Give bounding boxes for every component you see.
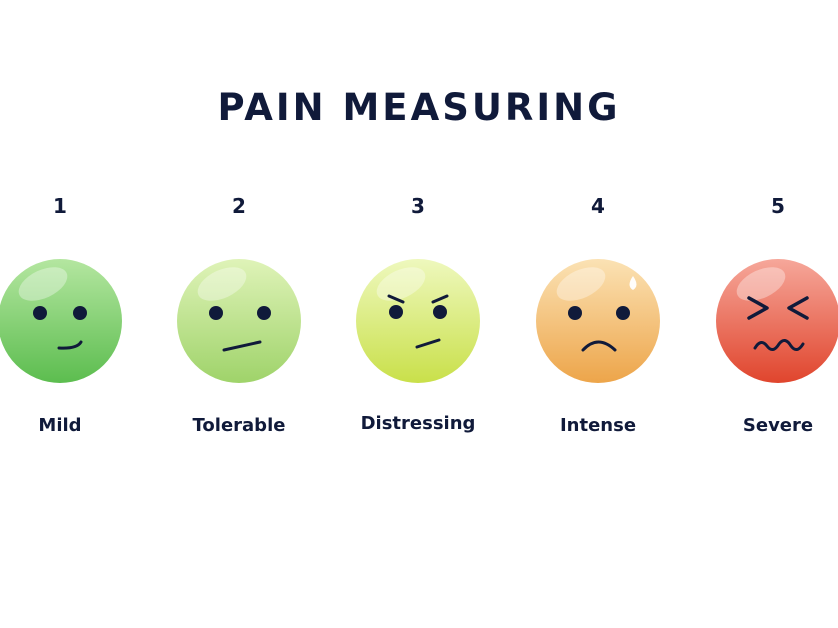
tolerable-face-icon [176, 258, 302, 384]
mild-face-icon [0, 258, 123, 384]
level-number: 3 [411, 194, 425, 218]
pain-level-mild: 1 Mild [0, 0, 130, 628]
severe-face-icon [715, 258, 838, 384]
pain-level-tolerable: 2 Tolerable [169, 0, 309, 628]
level-label: Distressing [360, 413, 476, 434]
pain-level-severe: 5 Severe [708, 0, 838, 628]
pain-level-intense: 4 Intense [528, 0, 668, 628]
page-title: PAIN MEASURING [217, 86, 621, 129]
pain-level-distressing: 3 Distressing [348, 0, 488, 628]
level-number: 2 [232, 194, 246, 218]
level-number: 1 [53, 194, 67, 218]
intense-face-icon [535, 258, 661, 384]
level-label: Severe [742, 415, 814, 436]
level-number: 5 [771, 194, 785, 218]
level-label: Intense [559, 415, 637, 436]
level-number: 4 [591, 194, 605, 218]
distressing-face-icon [355, 258, 481, 384]
level-label: Mild [38, 415, 82, 436]
level-label: Tolerable [192, 415, 286, 436]
